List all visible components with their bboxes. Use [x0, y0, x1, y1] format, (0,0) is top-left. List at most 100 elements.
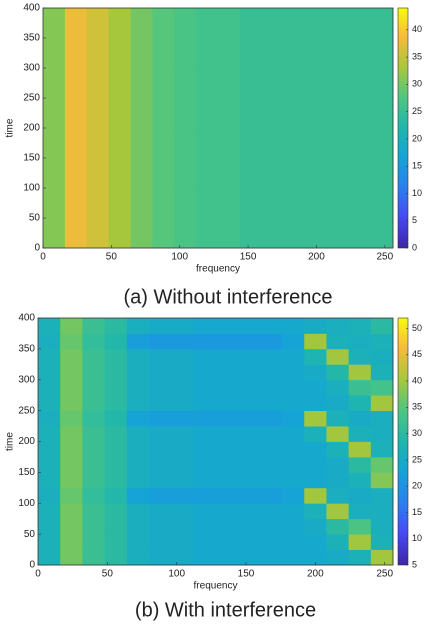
x-tick-label: 200 [308, 252, 325, 263]
heatmap-cell [327, 188, 350, 249]
heatmap-cell [126, 456, 150, 473]
heatmap-cell [171, 348, 194, 365]
heatmap-cell [348, 534, 372, 550]
heatmap-cell [82, 456, 105, 473]
colorbar-tick-label: 5 [412, 215, 417, 225]
heatmap-cell [38, 426, 61, 442]
colorbar-tick-label: 20 [412, 133, 422, 143]
heatmap-cell [126, 348, 150, 365]
heatmap-cell [348, 364, 372, 381]
colorbar-tick-label: 50 [412, 323, 422, 333]
heatmap-cell [370, 487, 394, 504]
heatmap-cell [304, 503, 327, 520]
heatmap-cell [370, 456, 394, 473]
heatmap-cell [193, 318, 216, 334]
x-axis-label: frequency [196, 264, 240, 275]
heatmap-cell [148, 410, 172, 427]
heatmap-cell [104, 410, 128, 427]
heatmap-cell [371, 68, 394, 129]
heatmap-cell [196, 68, 219, 129]
heatmap-cell [349, 68, 372, 129]
heatmap-cell [215, 348, 239, 365]
heatmap-cell [304, 456, 327, 473]
heatmap-cell [348, 348, 372, 365]
heatmap-cell [326, 379, 350, 396]
heatmap-cell [148, 503, 172, 520]
heatmap-cell [38, 410, 61, 427]
heatmap-cell [193, 456, 216, 473]
heatmap-cell [370, 318, 394, 334]
heatmap-cell [104, 379, 128, 396]
heatmap-cell [86, 68, 110, 129]
heatmap-cell [282, 395, 305, 412]
heatmap-cell [218, 68, 241, 129]
y-axis-label: time [5, 432, 16, 451]
heatmap-cell [326, 441, 350, 458]
heatmap-cell [304, 534, 327, 550]
heatmap-cell [148, 518, 172, 535]
heatmap-cell [193, 487, 216, 504]
heatmap-cell [171, 333, 194, 350]
heatmap-cell [259, 410, 283, 427]
colorbar-tick-label: 15 [412, 507, 422, 517]
colorbar-tick-label: 45 [412, 349, 422, 359]
heatmap-cell [304, 318, 327, 334]
heatmap-cell [237, 348, 261, 365]
heatmap-cell [259, 472, 283, 489]
heatmap-cell [43, 8, 66, 69]
heatmap-cell [148, 364, 172, 381]
heatmap-cell [348, 487, 372, 504]
heatmap-cell [348, 333, 372, 350]
heatmap-cell [126, 441, 150, 458]
heatmap-cell [282, 518, 305, 535]
heatmap-cell [38, 364, 61, 381]
heatmap-cell [326, 364, 350, 381]
heatmap-cell [371, 128, 394, 189]
heatmap-cell [305, 68, 328, 129]
heatmap-cell [126, 379, 150, 396]
colorbar-tick-label: 5 [412, 559, 417, 569]
heatmap-cell [237, 487, 261, 504]
colorbar-tick-label: 40 [412, 24, 422, 34]
heatmap-cell [82, 364, 105, 381]
heatmap-cell [43, 188, 66, 249]
heatmap-cell [215, 364, 239, 381]
heatmap-cell [304, 487, 327, 504]
heatmap-cell [82, 395, 105, 412]
heatmap-cell [60, 333, 83, 350]
heatmap-cell [171, 364, 194, 381]
heatmap-cell [126, 549, 150, 566]
heatmap-cell [282, 364, 305, 381]
heatmap-cell [104, 549, 128, 566]
x-tick-label: 150 [240, 252, 257, 263]
heatmap-cell [152, 128, 175, 189]
y-tick-label: 350 [23, 33, 40, 44]
heatmap-cell [126, 318, 150, 334]
heatmap-cell [370, 426, 394, 442]
x-tick-label: 250 [376, 569, 393, 580]
heatmap-cell [259, 364, 283, 381]
heatmap-cell [282, 318, 305, 334]
heatmap-cell [126, 487, 150, 504]
heatmap-cell [108, 188, 131, 249]
heatmap-cell [304, 410, 327, 427]
y-tick-label: 200 [23, 123, 40, 134]
heatmap-cell [215, 534, 239, 550]
heatmap-cell [370, 410, 394, 427]
heatmap-cell [82, 549, 105, 566]
heatmap-cell [193, 503, 216, 520]
heatmap-cell [171, 503, 194, 520]
heatmap-cell [261, 8, 285, 69]
heatmap-cell [104, 348, 128, 365]
heatmap-cell [326, 348, 350, 365]
caption: (b) With interference [135, 599, 316, 621]
heatmap-cell [64, 188, 88, 249]
heatmap-cell [282, 534, 305, 550]
heatmap-cell [104, 426, 128, 442]
heatmap-cell [196, 8, 219, 69]
heatmap-cell [126, 534, 150, 550]
colorbar-tick-label: 30 [412, 428, 422, 438]
heatmap-cell [215, 379, 239, 396]
heatmap-cell [60, 487, 83, 504]
heatmap-cell [148, 441, 172, 458]
